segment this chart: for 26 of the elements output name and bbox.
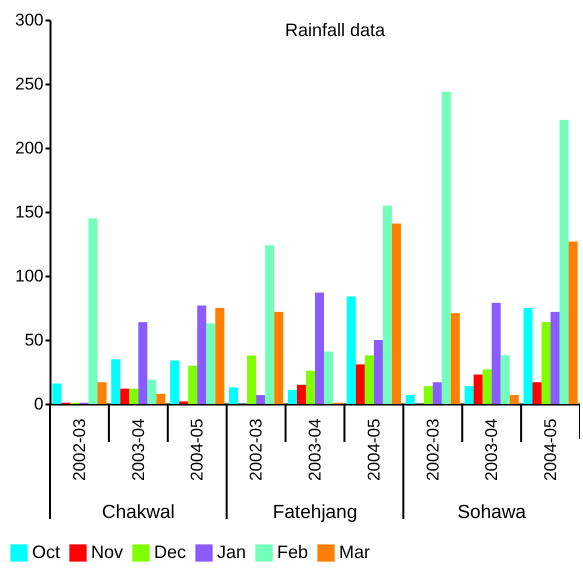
- x-tick-label: 2004-05: [188, 418, 207, 481]
- y-tick-label: 0: [34, 394, 44, 414]
- legend-label: Oct: [32, 542, 60, 562]
- y-tick-label: 200: [15, 138, 44, 158]
- y-tick-label: 50: [24, 330, 44, 350]
- x-tick-label: 2002-03: [70, 418, 89, 481]
- legend-label: Feb: [277, 542, 308, 562]
- text: Sohawa: [457, 502, 526, 523]
- legend-label: Mar: [339, 542, 370, 562]
- text: Chakwal: [102, 502, 175, 523]
- text: Fatehjang: [272, 502, 358, 523]
- x-tick-label: 2003-04: [128, 418, 148, 481]
- y-tick-label: 150: [15, 202, 44, 222]
- y-tick-label: 300: [15, 10, 44, 30]
- x-tick-label: 2002-03: [246, 418, 266, 481]
- legend-label: Nov: [91, 542, 124, 562]
- x-tick-label: 2003-04: [306, 418, 324, 481]
- x-tick-label: 2004-05: [541, 418, 560, 481]
- legend-label: Jan: [217, 542, 246, 562]
- legend-label: Dec: [154, 542, 186, 562]
- y-tick-label: 100: [15, 266, 44, 286]
- chart-title: Rainfall data: [284, 20, 386, 40]
- y-tick-label: 250: [15, 74, 44, 94]
- x-tick-label: 2002-03: [423, 418, 442, 481]
- x-tick-label: 2004-05: [364, 418, 384, 481]
- x-tick-label: 2003-04: [482, 418, 502, 481]
